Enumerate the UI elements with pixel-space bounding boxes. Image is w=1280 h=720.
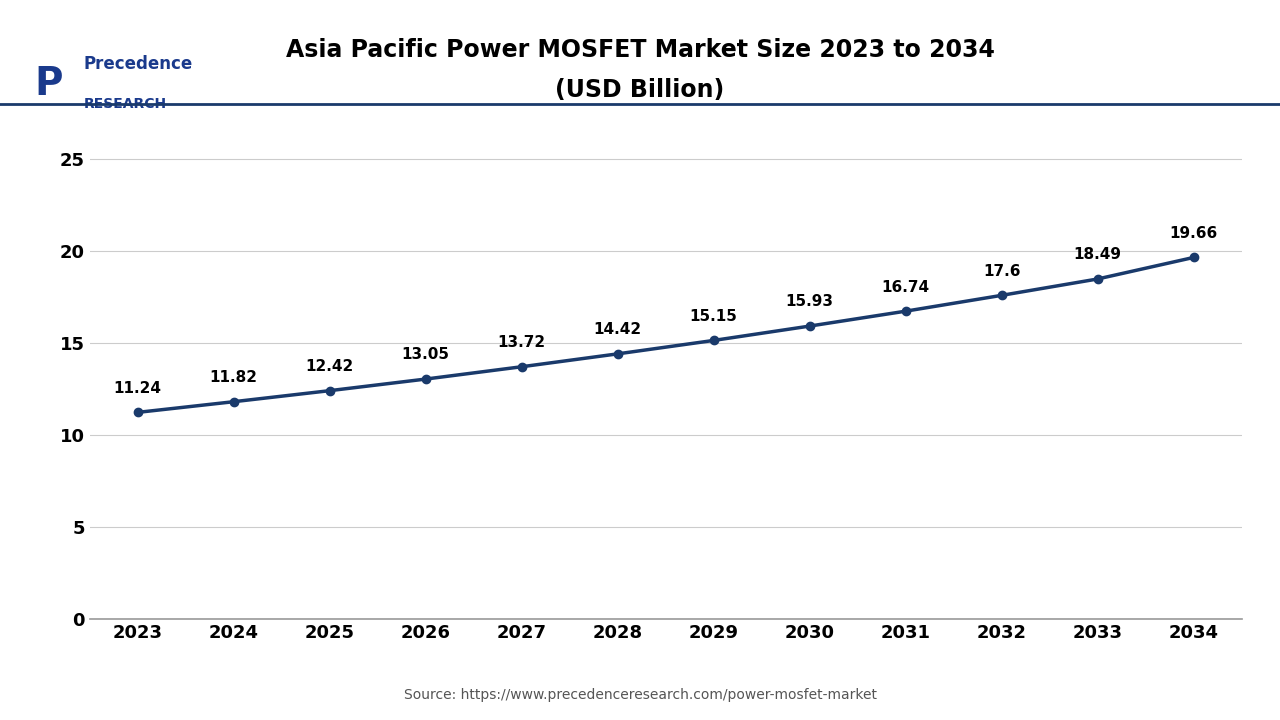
- Text: 13.05: 13.05: [402, 348, 449, 362]
- Text: 17.6: 17.6: [983, 264, 1020, 279]
- Text: 11.82: 11.82: [210, 370, 257, 385]
- Text: (USD Billion): (USD Billion): [556, 78, 724, 102]
- Text: 15.93: 15.93: [786, 294, 833, 310]
- Text: 18.49: 18.49: [1074, 247, 1121, 262]
- Text: 15.15: 15.15: [690, 309, 737, 324]
- Text: P: P: [35, 66, 63, 103]
- Text: Asia Pacific Power MOSFET Market Size 2023 to 2034: Asia Pacific Power MOSFET Market Size 20…: [285, 38, 995, 63]
- Text: 12.42: 12.42: [306, 359, 353, 374]
- Text: Source: https://www.precedenceresearch.com/power-mosfet-market: Source: https://www.precedenceresearch.c…: [403, 688, 877, 702]
- Text: 11.24: 11.24: [114, 381, 161, 396]
- Text: RESEARCH: RESEARCH: [84, 97, 166, 112]
- Text: 16.74: 16.74: [882, 279, 929, 294]
- Text: 19.66: 19.66: [1170, 226, 1217, 240]
- Text: Precedence: Precedence: [84, 55, 193, 73]
- Text: 14.42: 14.42: [594, 323, 641, 337]
- Text: 13.72: 13.72: [498, 335, 545, 350]
